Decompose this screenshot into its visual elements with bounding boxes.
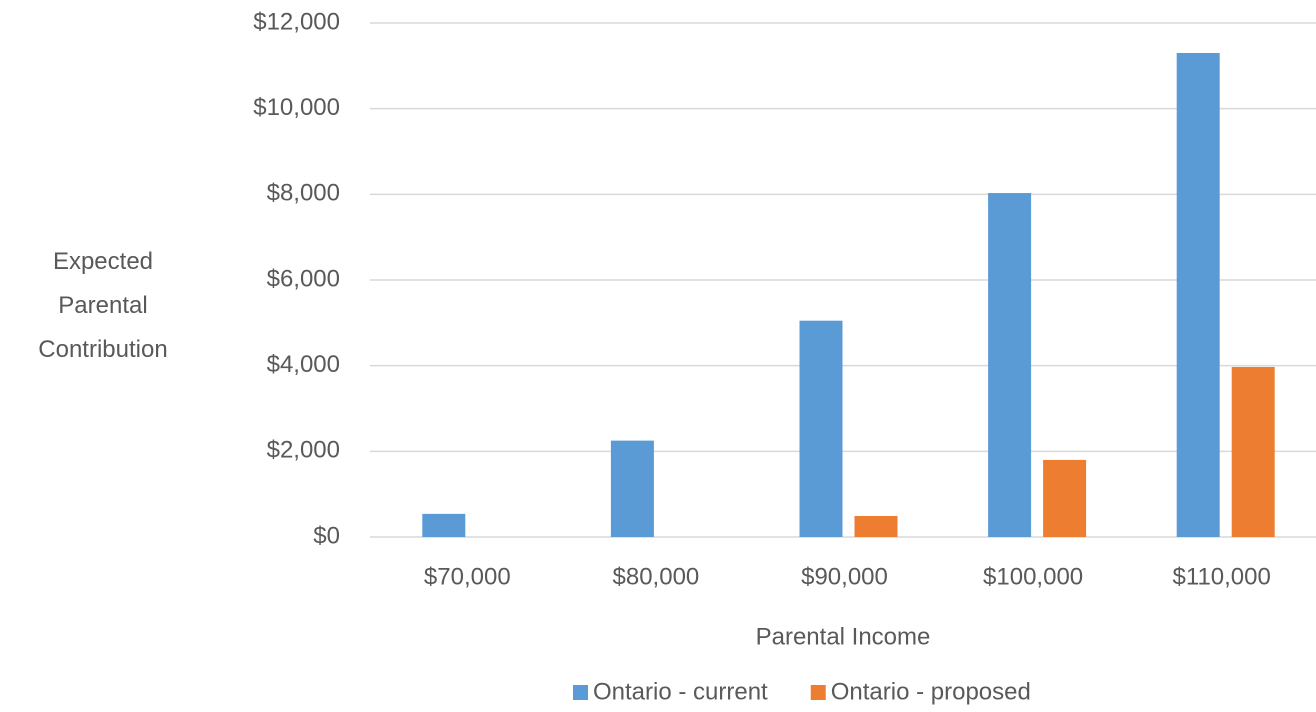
bar (1231, 366, 1275, 537)
legend-swatch (810, 685, 826, 700)
x-tick-label: $110,000 (1173, 563, 1271, 590)
legend-label: Ontario - proposed (831, 678, 1031, 705)
x-tick-label: $80,000 (613, 563, 700, 590)
y-axis-label: Expected Parental Contribution (38, 248, 168, 363)
bar (1043, 459, 1087, 537)
y-tick-label: $2,000 (267, 437, 340, 464)
bar (799, 320, 843, 537)
x-axis-label: Parental Income (756, 623, 931, 650)
x-tick-label: $100,000 (983, 563, 1083, 590)
y-tick-label: $12,000 (253, 8, 340, 35)
y-tick-label: $0 (313, 522, 340, 549)
y-tick-label: $4,000 (267, 351, 340, 378)
y-tick-label: $6,000 (267, 265, 340, 292)
bar (610, 440, 654, 537)
bar (1176, 52, 1220, 537)
legend-label: Ontario - current (593, 678, 768, 705)
bar (988, 193, 1032, 537)
bar (422, 513, 466, 537)
y-tick-label: $10,000 (253, 94, 340, 121)
legend-swatch (573, 685, 588, 700)
x-tick-label: $70,000 (424, 563, 511, 590)
x-tick-label: $90,000 (801, 563, 888, 590)
y-tick-label: $8,000 (267, 180, 340, 207)
bar (854, 516, 898, 537)
